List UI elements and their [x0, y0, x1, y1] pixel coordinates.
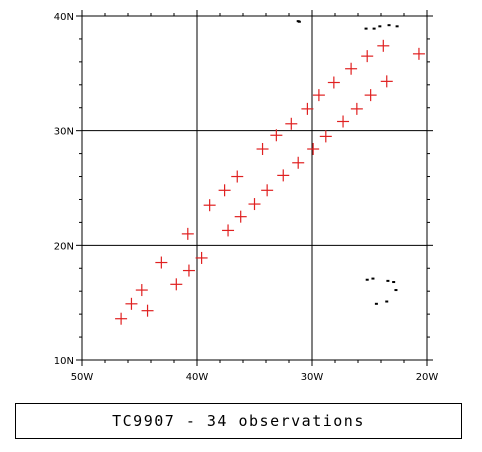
observation-marker — [364, 89, 377, 102]
observation-marker — [277, 169, 290, 182]
grid-lines — [82, 16, 427, 360]
observation-marker — [361, 50, 374, 63]
observation-marker — [301, 102, 314, 115]
cape-verde-islands-fragment — [386, 279, 390, 282]
y-tick-label: 10N — [54, 356, 74, 367]
x-tick-label: 30W — [301, 372, 324, 383]
cape-verde-islands-fragment — [365, 278, 369, 281]
observation-marker — [125, 297, 138, 310]
observation-marker — [337, 115, 350, 128]
x-tick-label: 20W — [416, 372, 439, 383]
plot-background — [82, 16, 427, 360]
observation-marker — [319, 130, 332, 143]
observation-marker — [222, 224, 235, 237]
plot-frame — [81, 15, 428, 361]
observation-marker — [307, 143, 320, 156]
caption-box: TC9907 - 34 observations — [15, 403, 462, 439]
cape-verde-islands-fragment — [374, 302, 378, 305]
observation-marker — [377, 39, 390, 52]
observation-marker — [312, 89, 325, 102]
observation-marker — [231, 170, 244, 183]
observation-marker — [292, 156, 305, 169]
observation-marker — [203, 199, 216, 212]
observation-marker — [350, 102, 363, 115]
x-tick-label: 40W — [186, 372, 209, 383]
azores-islands-fragment — [364, 27, 368, 30]
y-tick-label: 30N — [54, 127, 74, 138]
caption-text: TC9907 - 34 observations — [112, 412, 365, 430]
azores-islands-fragment — [372, 27, 376, 30]
observation-marker — [182, 264, 195, 277]
madeira-islet-fragment — [297, 20, 301, 23]
observation-marker — [234, 210, 247, 223]
observation-marker — [170, 278, 183, 291]
observation-markers — [115, 39, 425, 325]
azores-islands-fragment — [387, 24, 391, 27]
map-figure: 50W 40W 30W 20W 10N 20N 30N 40N — [54, 10, 439, 383]
observation-marker — [270, 129, 283, 142]
observation-marker — [412, 47, 425, 60]
observation-marker — [256, 143, 269, 156]
coastlines — [296, 20, 399, 305]
observation-marker — [285, 117, 298, 130]
observation-marker — [141, 304, 154, 317]
observation-marker — [248, 198, 261, 211]
cape-verde-islands-fragment — [394, 289, 398, 292]
observation-marker — [115, 312, 128, 325]
y-tick-label: 20N — [54, 241, 74, 252]
observation-marker — [345, 62, 358, 75]
observation-marker — [261, 184, 274, 197]
observation-marker — [327, 76, 340, 89]
observation-marker — [218, 184, 231, 197]
cape-verde-islands-fragment — [385, 300, 389, 303]
azores-islands-fragment — [395, 25, 399, 28]
observation-marker — [135, 284, 148, 297]
azores-islands-fragment — [378, 25, 382, 28]
cape-verde-islands-fragment — [371, 277, 375, 280]
y-tick-label: 40N — [54, 12, 74, 23]
x-tick-label: 50W — [71, 372, 94, 383]
observation-marker — [380, 75, 393, 88]
observation-marker — [155, 256, 168, 269]
observation-marker — [195, 251, 208, 264]
cape-verde-islands-fragment — [392, 281, 396, 284]
observation-marker — [181, 227, 194, 240]
